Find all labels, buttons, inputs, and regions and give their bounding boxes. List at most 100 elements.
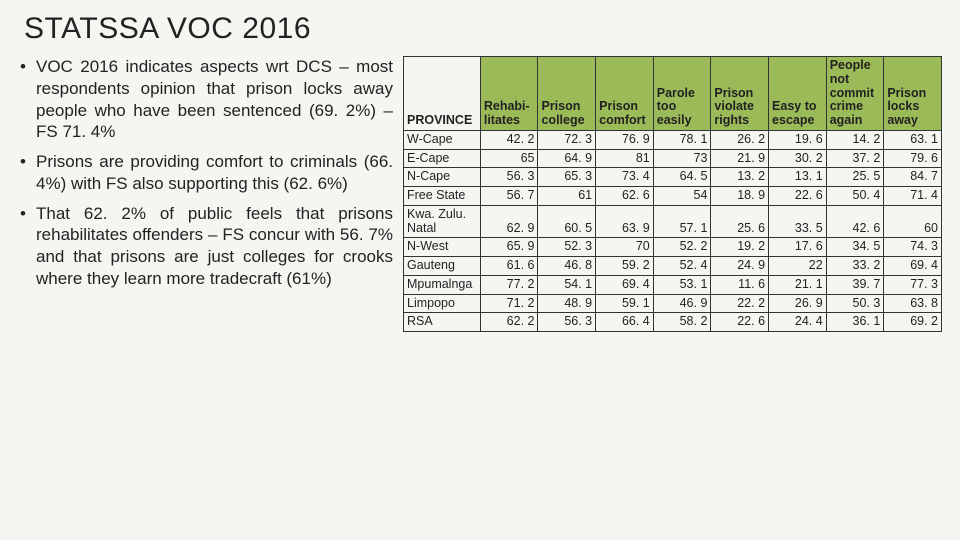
- value-cell: 14. 2: [826, 130, 884, 149]
- value-cell: 65: [480, 149, 538, 168]
- value-cell: 79. 6: [884, 149, 942, 168]
- col-header: Easy to escape: [769, 57, 827, 131]
- value-cell: 50. 4: [826, 187, 884, 206]
- province-cell: E-Cape: [404, 149, 481, 168]
- value-cell: 42. 6: [826, 205, 884, 238]
- table-row: N-Cape56. 365. 373. 464. 513. 213. 125. …: [404, 168, 942, 187]
- col-header: Parole too easily: [653, 57, 711, 131]
- value-cell: 30. 2: [769, 149, 827, 168]
- value-cell: 77. 2: [480, 275, 538, 294]
- value-cell: 26. 9: [769, 294, 827, 313]
- table-row: Mpumalnga77. 254. 169. 453. 111. 621. 13…: [404, 275, 942, 294]
- table-row: Gauteng61. 646. 859. 252. 424. 92233. 26…: [404, 257, 942, 276]
- value-cell: 42. 2: [480, 130, 538, 149]
- value-cell: 46. 8: [538, 257, 596, 276]
- col-header: Prison locks away: [884, 57, 942, 131]
- value-cell: 63. 9: [596, 205, 654, 238]
- table-row: W-Cape42. 272. 376. 978. 126. 219. 614. …: [404, 130, 942, 149]
- value-cell: 63. 1: [884, 130, 942, 149]
- slide: STATSSA VOC 2016 VOC 2016 indicates aspe…: [0, 0, 960, 540]
- col-header: Prison violate rights: [711, 57, 769, 131]
- table-panel: PROVINCE Rehabi-litates Prison college P…: [403, 56, 942, 528]
- col-header: People not commit crime again: [826, 57, 884, 131]
- province-cell: N-Cape: [404, 168, 481, 187]
- value-cell: 50. 3: [826, 294, 884, 313]
- value-cell: 22. 6: [769, 187, 827, 206]
- value-cell: 39. 7: [826, 275, 884, 294]
- value-cell: 63. 8: [884, 294, 942, 313]
- value-cell: 72. 3: [538, 130, 596, 149]
- province-cell: Limpopo: [404, 294, 481, 313]
- bullet-item: Prisons are providing comfort to crimina…: [36, 151, 393, 195]
- value-cell: 59. 2: [596, 257, 654, 276]
- value-cell: 69. 4: [884, 257, 942, 276]
- value-cell: 61. 6: [480, 257, 538, 276]
- value-cell: 52. 3: [538, 238, 596, 257]
- province-cell: RSA: [404, 313, 481, 332]
- value-cell: 84. 7: [884, 168, 942, 187]
- bullet-item: That 62. 2% of public feels that prisons…: [36, 203, 393, 290]
- col-header: Prison college: [538, 57, 596, 131]
- value-cell: 53. 1: [653, 275, 711, 294]
- table-row: Kwa. Zulu. Natal62. 960. 563. 957. 125. …: [404, 205, 942, 238]
- value-cell: 69. 4: [596, 275, 654, 294]
- table-body: W-Cape42. 272. 376. 978. 126. 219. 614. …: [404, 130, 942, 331]
- page-title: STATSSA VOC 2016: [24, 12, 942, 46]
- value-cell: 61: [538, 187, 596, 206]
- value-cell: 62. 2: [480, 313, 538, 332]
- value-cell: 52. 4: [653, 257, 711, 276]
- value-cell: 19. 2: [711, 238, 769, 257]
- value-cell: 21. 1: [769, 275, 827, 294]
- value-cell: 25. 6: [711, 205, 769, 238]
- value-cell: 64. 5: [653, 168, 711, 187]
- value-cell: 18. 9: [711, 187, 769, 206]
- value-cell: 76. 9: [596, 130, 654, 149]
- value-cell: 77. 3: [884, 275, 942, 294]
- value-cell: 60: [884, 205, 942, 238]
- value-cell: 56. 7: [480, 187, 538, 206]
- content-row: VOC 2016 indicates aspects wrt DCS – mos…: [18, 56, 942, 528]
- value-cell: 62. 9: [480, 205, 538, 238]
- value-cell: 24. 9: [711, 257, 769, 276]
- value-cell: 73: [653, 149, 711, 168]
- bullet-panel: VOC 2016 indicates aspects wrt DCS – mos…: [18, 56, 393, 528]
- province-cell: Gauteng: [404, 257, 481, 276]
- province-cell: Kwa. Zulu. Natal: [404, 205, 481, 238]
- value-cell: 57. 1: [653, 205, 711, 238]
- value-cell: 81: [596, 149, 654, 168]
- value-cell: 33. 2: [826, 257, 884, 276]
- value-cell: 56. 3: [538, 313, 596, 332]
- province-cell: Free State: [404, 187, 481, 206]
- value-cell: 17. 6: [769, 238, 827, 257]
- value-cell: 62. 6: [596, 187, 654, 206]
- value-cell: 13. 2: [711, 168, 769, 187]
- value-cell: 34. 5: [826, 238, 884, 257]
- value-cell: 52. 2: [653, 238, 711, 257]
- value-cell: 54: [653, 187, 711, 206]
- table-row: RSA62. 256. 366. 458. 222. 624. 436. 169…: [404, 313, 942, 332]
- value-cell: 19. 6: [769, 130, 827, 149]
- table-head: PROVINCE Rehabi-litates Prison college P…: [404, 57, 942, 131]
- col-header: PROVINCE: [404, 57, 481, 131]
- table-row: Limpopo71. 248. 959. 146. 922. 226. 950.…: [404, 294, 942, 313]
- value-cell: 26. 2: [711, 130, 769, 149]
- bullet-item: VOC 2016 indicates aspects wrt DCS – mos…: [36, 56, 393, 143]
- value-cell: 65. 3: [538, 168, 596, 187]
- value-cell: 64. 9: [538, 149, 596, 168]
- col-header: Prison comfort: [596, 57, 654, 131]
- table-row: Free State56. 76162. 65418. 922. 650. 47…: [404, 187, 942, 206]
- value-cell: 33. 5: [769, 205, 827, 238]
- table-header-row: PROVINCE Rehabi-litates Prison college P…: [404, 57, 942, 131]
- value-cell: 36. 1: [826, 313, 884, 332]
- value-cell: 58. 2: [653, 313, 711, 332]
- value-cell: 60. 5: [538, 205, 596, 238]
- value-cell: 22. 6: [711, 313, 769, 332]
- value-cell: 24. 4: [769, 313, 827, 332]
- value-cell: 74. 3: [884, 238, 942, 257]
- value-cell: 59. 1: [596, 294, 654, 313]
- value-cell: 66. 4: [596, 313, 654, 332]
- value-cell: 22. 2: [711, 294, 769, 313]
- value-cell: 21. 9: [711, 149, 769, 168]
- value-cell: 46. 9: [653, 294, 711, 313]
- value-cell: 65. 9: [480, 238, 538, 257]
